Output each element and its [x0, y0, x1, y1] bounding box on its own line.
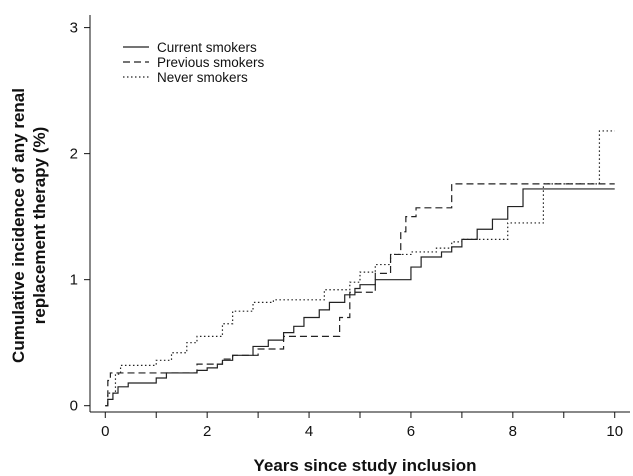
y-tick-label: 2: [70, 146, 78, 163]
y-tick-label: 0: [70, 398, 78, 415]
series-line-never-smokers: [105, 130, 615, 407]
x-tick-label: 10: [606, 423, 623, 440]
y-axis-title: Cumulative incidence of any renal replace…: [9, 88, 49, 363]
x-axis-title: Years since study inclusion: [254, 456, 477, 475]
legend-label-never-smokers: Never smokers: [157, 70, 248, 85]
x-tick-label: 0: [101, 423, 109, 440]
series-lines: [105, 130, 615, 407]
series-line-current-smokers: [105, 188, 615, 407]
x-tick-label: 2: [203, 423, 211, 440]
x-tick-label: 4: [305, 423, 313, 440]
y-tick-label: 1: [70, 272, 78, 289]
series-line-previous-smokers: [105, 183, 615, 407]
legend-label-previous-smokers: Previous smokers: [157, 55, 265, 70]
y-axis-title-line: Cumulative incidence of any renal: [9, 88, 28, 363]
x-tick-label: 8: [509, 423, 517, 440]
legend-label-current-smokers: Current smokers: [157, 40, 257, 55]
y-tick-label: 3: [70, 20, 78, 37]
axis-titles: Years since study inclusion Cumulative in…: [9, 88, 476, 475]
y-axis-title-line: replacement therapy (%): [30, 127, 49, 324]
x-tick-label: 6: [407, 423, 415, 440]
axes: 0 1 2 3 0 2 4 6 8 10: [70, 15, 630, 440]
